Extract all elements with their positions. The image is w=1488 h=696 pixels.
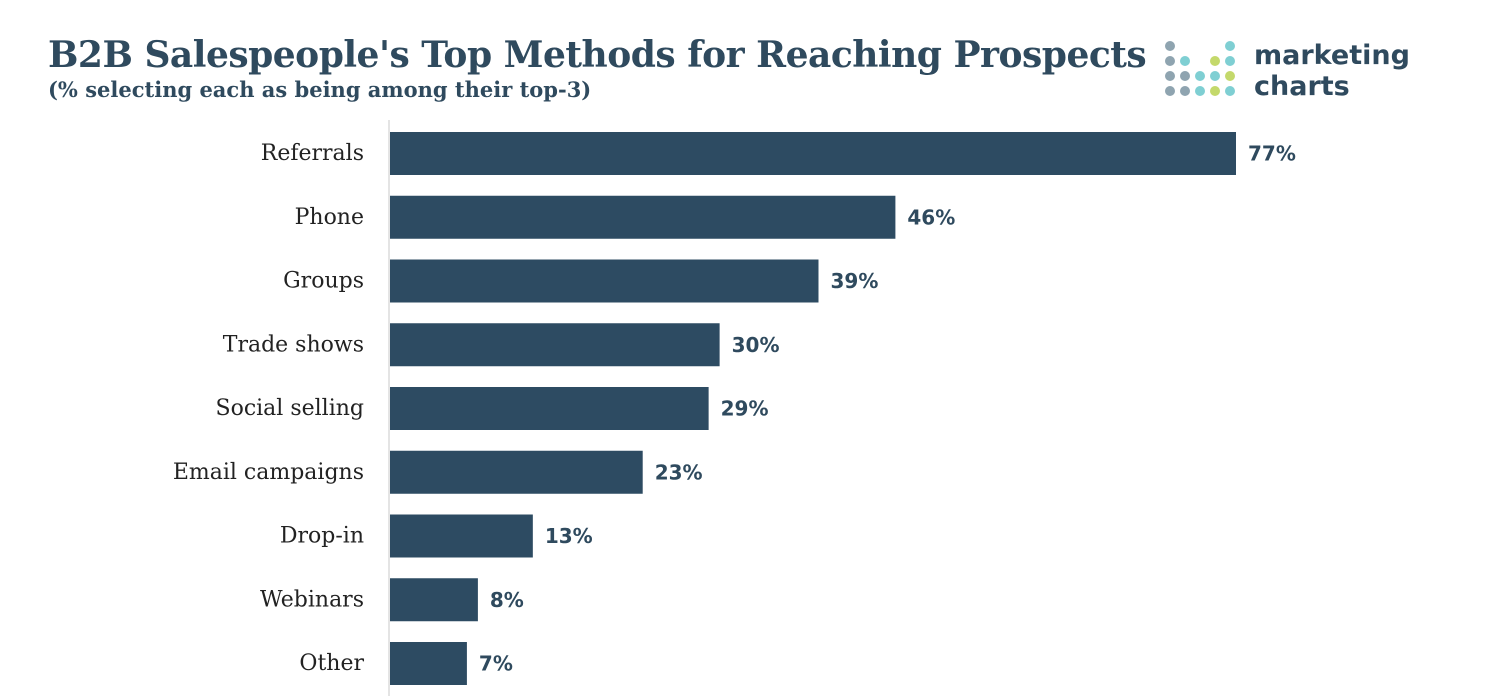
logo-dot xyxy=(1165,56,1175,66)
logo-dot xyxy=(1165,86,1175,96)
value-label: 8% xyxy=(490,588,524,612)
value-label: 7% xyxy=(479,652,513,676)
logo-dot xyxy=(1195,86,1205,96)
category-label: Trade shows xyxy=(223,332,364,357)
category-label: Drop-in xyxy=(280,524,364,549)
category-label: Email campaigns xyxy=(173,460,364,485)
bar-phone xyxy=(390,195,896,239)
category-label: Groups xyxy=(283,269,364,294)
value-label: 39% xyxy=(830,269,878,293)
logo-dot xyxy=(1180,71,1190,81)
logo-dot xyxy=(1165,71,1175,81)
bar-drop-in xyxy=(390,514,533,558)
value-label: 23% xyxy=(655,460,703,484)
bar-referrals xyxy=(390,132,1236,175)
chart-subtitle: (% selecting each as being among their t… xyxy=(48,77,592,102)
bar-trade-shows xyxy=(390,323,720,367)
value-label: 30% xyxy=(732,333,780,357)
logo-dot xyxy=(1225,56,1235,66)
value-label: 77% xyxy=(1248,142,1296,166)
category-label: Referrals xyxy=(261,141,364,166)
category-label: Phone xyxy=(295,205,364,230)
logo-dot xyxy=(1195,71,1205,81)
logo-dot xyxy=(1225,86,1235,96)
logo-dot xyxy=(1210,86,1220,96)
logo-dot xyxy=(1180,56,1190,66)
category-label: Social selling xyxy=(216,396,365,421)
logo-dots-icon xyxy=(1165,41,1235,96)
logo-dot xyxy=(1210,56,1220,66)
logo-line-2: charts xyxy=(1254,71,1350,102)
bar-webinars xyxy=(390,578,478,622)
bar-other xyxy=(390,642,467,685)
chart-title: B2B Salespeople's Top Methods for Reachi… xyxy=(48,34,1147,76)
value-label: 29% xyxy=(721,397,769,421)
chart-header: B2B Salespeople's Top Methods for Reachi… xyxy=(48,34,1148,104)
logo-dot xyxy=(1165,41,1175,51)
logo-dot xyxy=(1225,71,1235,81)
value-label: 46% xyxy=(907,205,955,229)
logo-dot xyxy=(1210,71,1220,81)
bar-email-campaigns xyxy=(390,450,643,494)
bar-groups xyxy=(390,259,819,303)
category-label: Other xyxy=(299,651,364,676)
value-label: 13% xyxy=(545,524,593,548)
logo-dot xyxy=(1225,41,1235,51)
logo-line-1: marketing xyxy=(1254,40,1410,71)
logo-dot xyxy=(1180,86,1190,96)
marketing-charts-logo: marketing charts xyxy=(1162,40,1422,106)
logo-wordmark: marketing charts xyxy=(1254,40,1410,102)
category-label: Webinars xyxy=(260,587,364,612)
bar-social-selling xyxy=(390,387,709,430)
